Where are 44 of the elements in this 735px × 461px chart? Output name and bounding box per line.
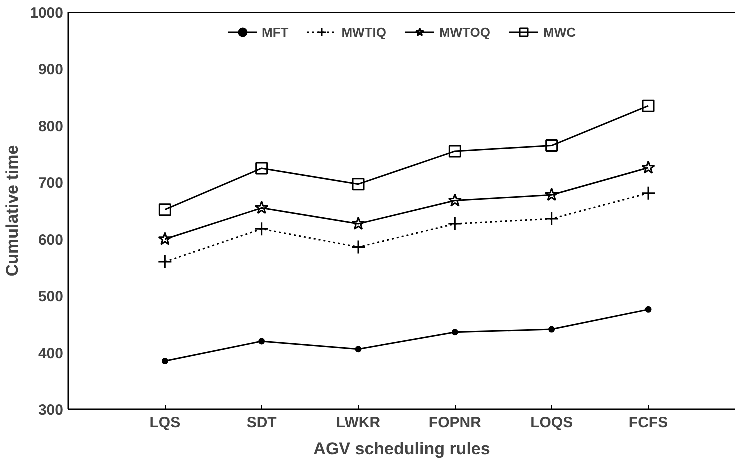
point bbox=[544, 212, 560, 226]
x-tick-label: LWKR bbox=[336, 414, 381, 432]
point bbox=[351, 240, 366, 255]
point bbox=[258, 338, 266, 345]
point bbox=[158, 232, 172, 246]
point bbox=[158, 204, 172, 216]
x-tick-label: LOQS bbox=[530, 414, 574, 432]
y-tick-label: 600 bbox=[38, 232, 64, 249]
x-tick-label: FCFS bbox=[628, 414, 668, 432]
y-tick-label: 700 bbox=[38, 175, 64, 192]
point bbox=[546, 140, 558, 152]
legend-label: MWC bbox=[544, 24, 576, 40]
y-tick-label: 1000 bbox=[30, 5, 64, 22]
point bbox=[448, 194, 462, 207]
point bbox=[448, 145, 462, 158]
x-tick-label: SDT bbox=[246, 414, 277, 432]
legend-label: MWTOQ bbox=[439, 24, 491, 40]
y-tick-label: 500 bbox=[38, 288, 64, 306]
point bbox=[254, 200, 269, 214]
point bbox=[352, 216, 366, 230]
point bbox=[544, 188, 559, 202]
point bbox=[452, 329, 458, 336]
legend-label: MWTIQ bbox=[342, 24, 386, 40]
y-axis-title: Cumulative time bbox=[3, 145, 22, 277]
point bbox=[162, 358, 168, 365]
point bbox=[641, 186, 656, 201]
point bbox=[158, 254, 172, 270]
point bbox=[448, 216, 462, 232]
y-tick-label: 900 bbox=[38, 62, 64, 79]
point bbox=[645, 306, 652, 313]
point bbox=[254, 222, 270, 236]
point bbox=[642, 100, 655, 112]
point bbox=[256, 162, 268, 175]
x-tick-label: FOPNR bbox=[428, 414, 482, 432]
point bbox=[642, 160, 656, 174]
x-axis-title: AGV scheduling rules bbox=[314, 440, 490, 458]
y-tick-label: 400 bbox=[38, 345, 64, 362]
point bbox=[548, 326, 556, 333]
y-tick-label: 800 bbox=[38, 118, 64, 136]
point bbox=[352, 178, 365, 191]
x-tick-label: LQS bbox=[150, 414, 181, 432]
point bbox=[355, 346, 362, 353]
legend-label: MFT bbox=[262, 24, 289, 40]
y-tick-label: 300 bbox=[38, 402, 64, 419]
